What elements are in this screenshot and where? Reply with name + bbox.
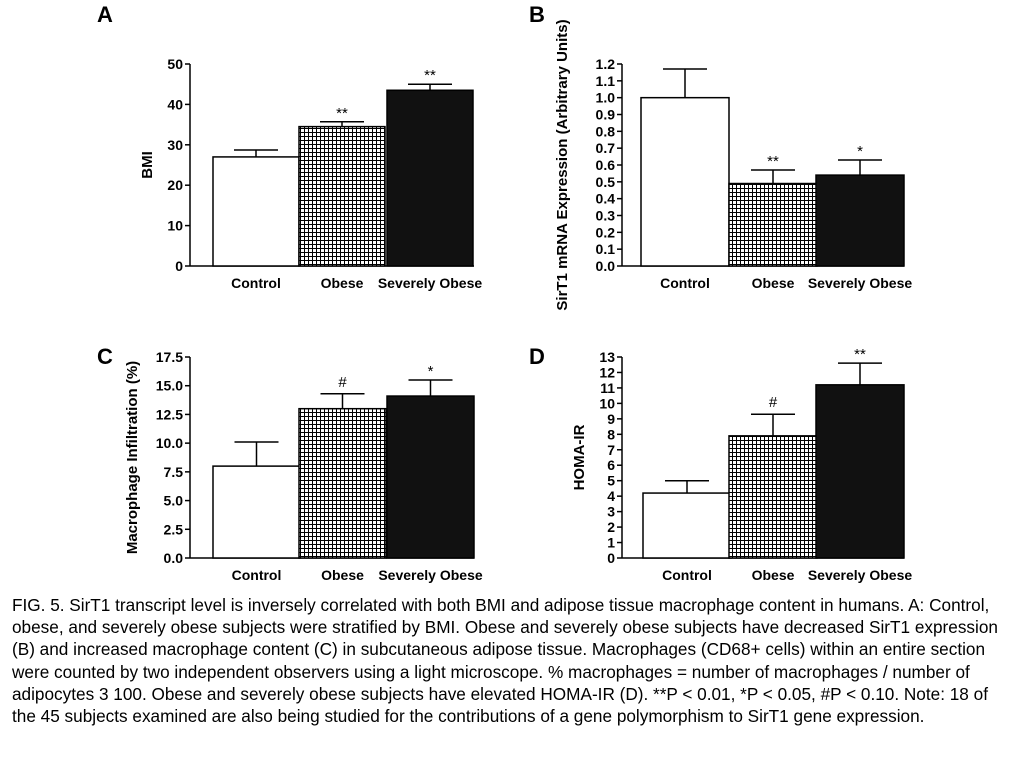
significance-mark: # bbox=[769, 394, 778, 411]
figure-4-panel-bar-charts: ABMI01020304050Control**Obese**Severely … bbox=[97, 2, 912, 583]
panel-letter: D bbox=[529, 344, 545, 369]
y-tick-label: 0.7 bbox=[596, 140, 616, 156]
y-tick-label: 5.0 bbox=[164, 493, 184, 509]
x-category-label: Obese bbox=[321, 567, 364, 583]
panel-letter: A bbox=[97, 2, 113, 27]
bar-severely-obese bbox=[815, 174, 905, 267]
x-category-label: Control bbox=[662, 567, 712, 583]
y-tick-label: 10 bbox=[599, 395, 615, 411]
y-tick-label: 1.2 bbox=[596, 56, 616, 72]
y-tick-label: 20 bbox=[167, 177, 183, 193]
significance-mark: ** bbox=[854, 346, 866, 363]
y-tick-label: 2 bbox=[607, 519, 615, 535]
panel-a: A BMI 0 10 20 30 40 50 Control ** Obese ** Severely … bbox=[97, 2, 482, 291]
y-tick-label: 0 bbox=[607, 550, 615, 566]
x-category-label: Severely Obese bbox=[378, 567, 483, 583]
bar-obese bbox=[728, 182, 818, 267]
y-tick-label: 4 bbox=[607, 488, 615, 504]
y-tick-label: 2.5 bbox=[164, 521, 184, 537]
y-tick-label: 8 bbox=[607, 426, 615, 442]
y-tick-label: 0.0 bbox=[164, 550, 184, 566]
significance-mark: ** bbox=[336, 105, 348, 122]
y-tick-label: 0.9 bbox=[596, 107, 616, 123]
y-tick-label: 1.1 bbox=[596, 73, 616, 89]
figure-caption: FIG. 5. SirT1 transcript level is invers… bbox=[12, 595, 998, 727]
y-tick-label: 10.0 bbox=[156, 435, 183, 451]
y-tick-label: 0.6 bbox=[596, 157, 616, 173]
y-tick-label: 50 bbox=[167, 56, 183, 72]
y-tick-label: 0 bbox=[175, 258, 183, 274]
y-axis-label: Macrophage Infiltration (%) bbox=[124, 361, 141, 554]
bar-severely-obese bbox=[386, 395, 475, 559]
bar-obese bbox=[728, 435, 818, 559]
y-tick-label: 10 bbox=[167, 218, 183, 234]
y-tick-label: 6 bbox=[607, 457, 615, 473]
x-category-label: Severely Obese bbox=[808, 275, 913, 291]
y-tick-label: 0.0 bbox=[596, 258, 616, 274]
y-tick-label: 11 bbox=[600, 380, 615, 396]
y-tick-label: 12.5 bbox=[156, 406, 183, 422]
y-tick-label: 1 bbox=[607, 535, 615, 551]
y-tick-label: 12 bbox=[599, 364, 615, 380]
panel-c: C Macrophage Infiltration (%) 0.0 2.5 5.0 7.5… bbox=[97, 344, 483, 583]
y-tick-label: 0.2 bbox=[596, 224, 616, 240]
panel-letter: B bbox=[529, 2, 545, 27]
y-tick-label: 9 bbox=[607, 411, 615, 427]
y-axis-label: BMI bbox=[139, 151, 156, 179]
bar-obese bbox=[298, 407, 387, 559]
bar-control bbox=[642, 492, 732, 559]
panel-b: B SirT1 mRNA Expression (Arbitrary Units)… bbox=[529, 2, 912, 311]
bar-severely-obese bbox=[815, 384, 905, 559]
bar-control bbox=[212, 465, 301, 559]
y-tick-label: 15.0 bbox=[156, 378, 183, 394]
y-tick-label: 0.5 bbox=[596, 174, 616, 190]
x-category-label: Control bbox=[232, 567, 282, 583]
y-tick-label: 7.5 bbox=[164, 464, 184, 480]
panel-letter: C bbox=[97, 344, 113, 369]
y-tick-label: 0.4 bbox=[596, 191, 616, 207]
x-category-label: Obese bbox=[752, 275, 795, 291]
y-tick-label: 30 bbox=[167, 137, 183, 153]
x-category-label: Obese bbox=[321, 275, 364, 291]
significance-mark: # bbox=[338, 374, 347, 391]
x-category-label: Severely Obese bbox=[808, 567, 913, 583]
significance-mark: ** bbox=[767, 153, 779, 170]
x-category-label: Control bbox=[231, 275, 281, 291]
x-category-label: Obese bbox=[752, 567, 795, 583]
significance-mark: * bbox=[857, 143, 863, 160]
y-tick-label: 7 bbox=[607, 442, 615, 458]
significance-mark: * bbox=[428, 363, 434, 380]
y-axis-label: SirT1 mRNA Expression (Arbitrary Units) bbox=[554, 19, 571, 310]
bar-control bbox=[212, 156, 300, 267]
y-tick-label: 0.3 bbox=[596, 208, 616, 224]
significance-mark: ** bbox=[424, 67, 436, 84]
y-tick-label: 40 bbox=[167, 96, 183, 112]
bar-control bbox=[640, 96, 730, 267]
x-category-label: Control bbox=[660, 275, 710, 291]
panel-d: DHOMA-IR012345678910111213Control#Obese*… bbox=[529, 344, 912, 583]
bar-obese bbox=[298, 125, 386, 267]
y-tick-label: 3 bbox=[607, 504, 615, 520]
y-tick-label: 0.1 bbox=[596, 241, 616, 257]
y-tick-label: 5 bbox=[607, 473, 615, 489]
y-tick-label: 17.5 bbox=[156, 349, 183, 365]
charts-layer: ABMI01020304050Control**Obese**Severely … bbox=[97, 2, 912, 583]
y-axis-label: HOMA-IR bbox=[571, 424, 588, 490]
bar-severely-obese bbox=[386, 89, 474, 267]
x-category-label: Severely Obese bbox=[378, 275, 483, 291]
y-tick-label: 1.0 bbox=[596, 90, 616, 106]
y-tick-label: 0.8 bbox=[596, 123, 616, 139]
y-tick-label: 13 bbox=[599, 349, 615, 365]
